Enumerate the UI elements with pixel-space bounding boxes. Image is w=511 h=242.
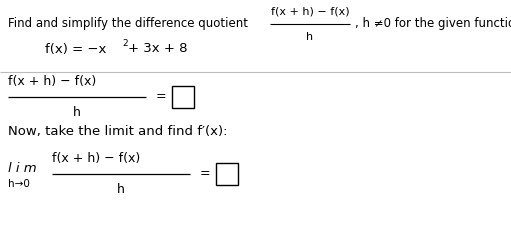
Text: =: = — [200, 167, 211, 181]
FancyBboxPatch shape — [172, 86, 194, 108]
Text: h: h — [117, 183, 125, 196]
Text: , h ≠0 for the given function.: , h ≠0 for the given function. — [355, 17, 511, 30]
Text: f(x + h) − f(x): f(x + h) − f(x) — [271, 6, 350, 16]
Text: f(x) = −x: f(x) = −x — [45, 43, 106, 55]
Text: Now, take the limit and find f′(x):: Now, take the limit and find f′(x): — [8, 126, 227, 138]
Text: l i m: l i m — [8, 161, 37, 174]
Text: 2: 2 — [122, 39, 128, 48]
Text: + 3x + 8: + 3x + 8 — [128, 43, 188, 55]
Text: h: h — [73, 106, 81, 119]
Text: Find and simplify the difference quotient: Find and simplify the difference quotien… — [8, 17, 248, 30]
Text: f(x + h) − f(x): f(x + h) − f(x) — [8, 75, 96, 88]
FancyBboxPatch shape — [216, 163, 238, 185]
Text: =: = — [156, 91, 167, 104]
Text: h→0: h→0 — [8, 179, 30, 189]
Text: f(x + h) − f(x): f(x + h) − f(x) — [52, 152, 140, 165]
Text: h: h — [307, 32, 314, 42]
